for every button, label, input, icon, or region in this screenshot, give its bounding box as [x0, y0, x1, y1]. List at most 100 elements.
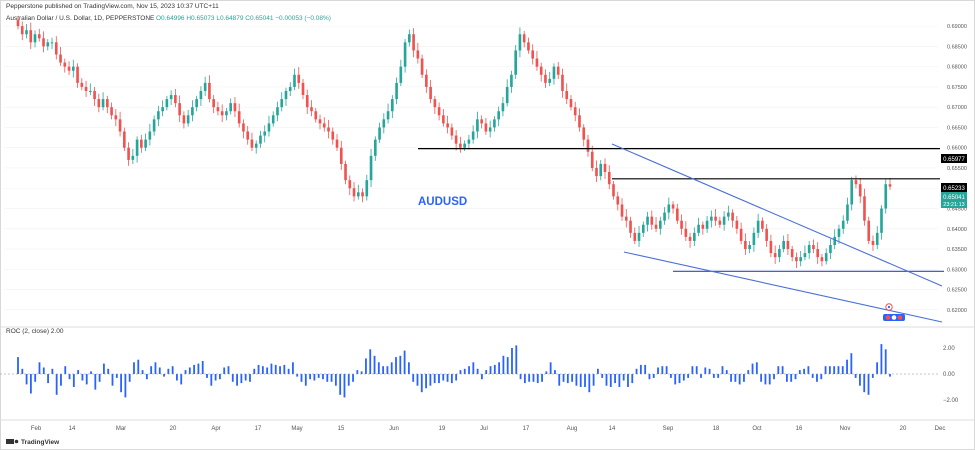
candle-body [29, 30, 33, 43]
price-axis[interactable]: 0.69000 0.68500 0.68000 0.67500 0.67000 0.665… [947, 24, 967, 314]
time-axis[interactable]: Feb 14 Mar 20 Apr 17 May 15 Jun 19 Jul 17 Aug 14 Sep 18… [31, 426, 946, 432]
candle-body [429, 86, 432, 100]
candle-body [565, 90, 569, 100]
candle-body [884, 184, 888, 209]
roc-bar [300, 374, 303, 382]
candle-body [182, 115, 186, 124]
roc-bar [231, 374, 234, 382]
candle-body [688, 236, 692, 241]
candle-body [799, 257, 802, 262]
candle-body [744, 240, 747, 250]
roc-bar [407, 362, 410, 374]
candle-body [833, 236, 837, 245]
roc-bar [313, 374, 316, 381]
roc-bar [98, 374, 101, 382]
roc-bar [549, 362, 552, 374]
candle-body [37, 34, 41, 39]
candle-body [229, 103, 233, 112]
candle-body [297, 74, 301, 83]
candle-body [739, 228, 743, 241]
roc-bar [115, 374, 118, 378]
candle-body [863, 196, 866, 221]
roc-bar [163, 374, 165, 377]
candle-body [595, 167, 598, 177]
candle-body [841, 220, 845, 229]
roc-bar [889, 374, 891, 377]
candle-body [331, 131, 335, 140]
roc-bar [261, 366, 264, 374]
roc-bar [562, 374, 565, 382]
roc-bar [94, 374, 97, 390]
candle-body [497, 111, 500, 120]
candle-body [480, 119, 483, 124]
x-tick-label: 19 [439, 426, 446, 432]
roc-bar [665, 366, 668, 374]
roc-bar [322, 374, 324, 380]
candle-body [76, 66, 79, 83]
countdown-text: 23:21:13 [943, 202, 964, 208]
candle-body [195, 99, 198, 108]
candle-body [637, 232, 641, 241]
candle-body [212, 99, 215, 108]
roc-bar [859, 374, 861, 386]
candle-body [123, 131, 126, 148]
candle-body [556, 66, 560, 75]
x-tick-label: Jul [480, 426, 488, 432]
roc-bar [266, 367, 269, 374]
roc-bar [356, 370, 359, 374]
candle-body [408, 34, 411, 43]
roc-bar [201, 361, 204, 374]
x-tick-label: Dec [935, 426, 946, 432]
roc-bar [25, 374, 28, 385]
roc-bar [317, 374, 320, 378]
candle-body [88, 90, 92, 92]
candle-body [140, 139, 143, 148]
roc-bar [253, 368, 256, 374]
roc-bar [708, 368, 711, 374]
indicator-label[interactable]: ROC (2, close) 2.00 [6, 328, 64, 335]
roc-bar [502, 355, 505, 374]
roc-bar [403, 350, 406, 374]
level-tag-mid-text: 0.65233 [943, 186, 965, 192]
candle-body [850, 180, 854, 205]
candle-body [854, 180, 858, 185]
candle-body [80, 82, 84, 87]
roc-bar [279, 366, 281, 374]
roc-bar [382, 366, 385, 374]
candle-body [722, 216, 726, 225]
roc-bar [828, 366, 831, 374]
wedge-upper-trendline [611, 143, 943, 287]
candle-body [208, 82, 211, 100]
roc-bar [738, 374, 741, 385]
candle-body [586, 139, 590, 152]
drawing-lines[interactable] [418, 143, 944, 323]
roc-bar [820, 374, 823, 380]
event-markers[interactable] [883, 303, 905, 321]
candle-body [454, 135, 458, 144]
roc-bar [545, 371, 548, 374]
y-tick-label: 0.63500 [947, 247, 967, 253]
roc-bar [51, 368, 54, 374]
roc-bar [167, 368, 170, 374]
candle-body [858, 184, 862, 197]
roc-bar [330, 374, 333, 382]
candle-body [50, 42, 54, 44]
roc-bar [236, 374, 238, 386]
roc-bar [249, 374, 251, 382]
candle-body [820, 257, 824, 262]
candle-body [701, 224, 705, 229]
roc-bars [17, 344, 891, 398]
candle-body [680, 220, 683, 229]
roc-bar [244, 374, 247, 381]
roc-bar [743, 374, 745, 382]
roc-bar [657, 367, 659, 374]
roc-bar [81, 374, 84, 381]
roc-bar [734, 374, 737, 382]
roc-bar [352, 374, 354, 382]
symbol-title[interactable]: Australian Dollar / U.S. Dollar, 1D, PEP… [6, 15, 155, 22]
candle-body [42, 38, 45, 47]
roc-bar [218, 374, 221, 380]
roc-bar [790, 374, 793, 382]
roc-bar [648, 374, 651, 380]
